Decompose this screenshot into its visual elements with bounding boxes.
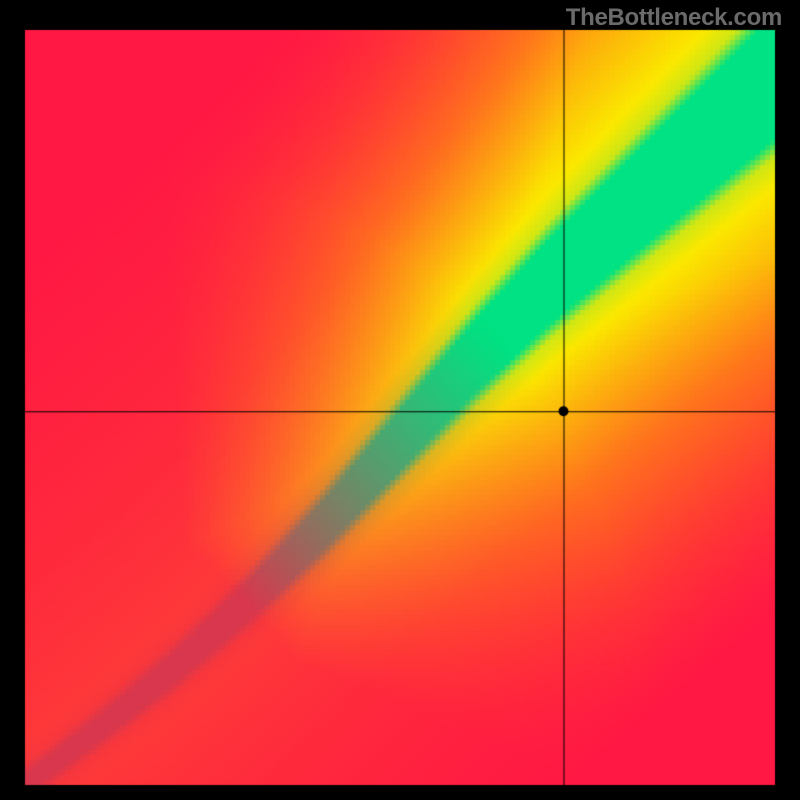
bottleneck-heatmap (0, 0, 800, 800)
watermark-text: TheBottleneck.com (566, 4, 782, 32)
